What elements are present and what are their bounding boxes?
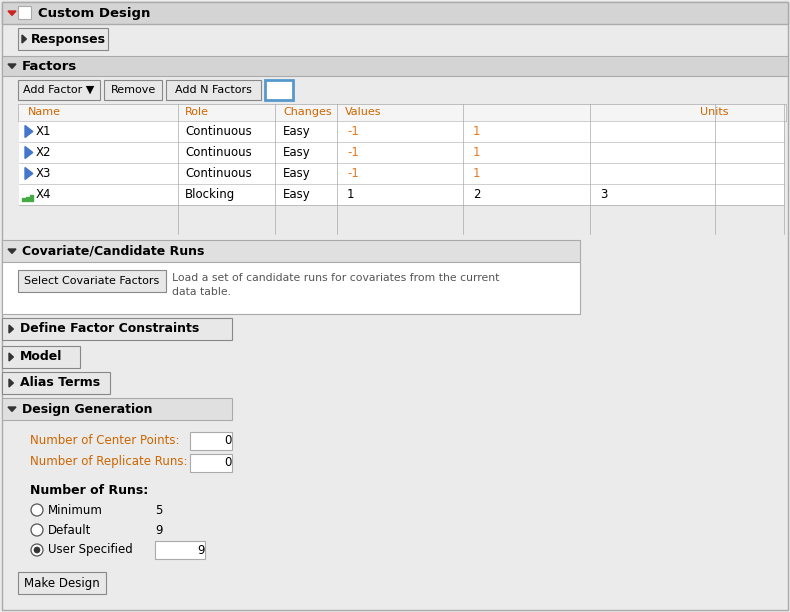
Text: 9: 9 [198, 543, 205, 556]
Polygon shape [8, 64, 16, 69]
Text: Covariate/Candidate Runs: Covariate/Candidate Runs [22, 245, 205, 258]
Text: -1: -1 [347, 146, 359, 159]
Text: Default: Default [48, 523, 92, 537]
Circle shape [31, 544, 43, 556]
Text: X4: X4 [36, 188, 51, 201]
Text: X2: X2 [36, 146, 51, 159]
Bar [2, 2, 788, 24]
Text: Number of Runs:: Number of Runs: [30, 483, 149, 496]
Text: User Specified: User Specified [48, 543, 133, 556]
Bar [18, 270, 166, 292]
Circle shape [31, 504, 43, 516]
Text: 1: 1 [347, 188, 355, 201]
Text: Easy: Easy [283, 125, 310, 138]
Text: Custom Design: Custom Design [38, 7, 150, 20]
Text: Add N Factors: Add N Factors [175, 85, 252, 95]
Text: -1: -1 [347, 125, 359, 138]
Text: Continuous: Continuous [185, 167, 252, 180]
Circle shape [31, 524, 43, 536]
Text: Name: Name [28, 107, 61, 117]
Bar [18, 572, 106, 594]
Bar [2, 56, 788, 76]
Bar [30, 195, 33, 201]
Text: 1: 1 [473, 125, 480, 138]
Bar [26, 196, 29, 201]
Bar [2, 262, 580, 314]
Bar [19, 142, 784, 163]
Bar [190, 432, 232, 450]
Text: Alias Terms: Alias Terms [20, 376, 100, 389]
Text: data table.: data table. [172, 287, 231, 297]
Bar [19, 184, 784, 205]
Text: Number of Center Points:: Number of Center Points: [30, 433, 179, 447]
Bar [2, 318, 232, 340]
Text: Continuous: Continuous [185, 125, 252, 138]
Bar [104, 80, 162, 100]
Text: Changes: Changes [283, 107, 332, 117]
Text: Model: Model [20, 351, 62, 364]
Text: Role: Role [185, 107, 209, 117]
Text: 1: 1 [275, 83, 283, 97]
Bar [2, 372, 110, 394]
Bar [18, 80, 100, 100]
Text: Continuous: Continuous [185, 146, 252, 159]
Text: 0: 0 [224, 457, 232, 469]
Bar [18, 104, 786, 234]
Polygon shape [25, 168, 33, 179]
Bar [2, 398, 232, 420]
Bar [18, 6, 31, 19]
Text: Add Factor ▼: Add Factor ▼ [24, 85, 95, 95]
Text: Values: Values [345, 107, 382, 117]
Text: 2: 2 [473, 188, 480, 201]
Text: Factors: Factors [22, 59, 77, 72]
Text: Select Covariate Factors: Select Covariate Factors [24, 276, 160, 286]
Bar [190, 454, 232, 472]
Text: -1: -1 [347, 167, 359, 180]
Polygon shape [22, 35, 26, 43]
Bar [155, 541, 205, 559]
Polygon shape [9, 379, 13, 387]
Text: 5: 5 [155, 504, 163, 517]
Text: Load a set of candidate runs for covariates from the current: Load a set of candidate runs for covaria… [172, 273, 499, 283]
Text: Responses: Responses [31, 32, 106, 45]
Text: 9: 9 [155, 523, 163, 537]
Text: Design Generation: Design Generation [22, 403, 152, 416]
Bar [18, 28, 108, 50]
Text: Make Design: Make Design [24, 577, 100, 589]
Text: 1: 1 [473, 167, 480, 180]
Text: X1: X1 [36, 125, 51, 138]
Circle shape [34, 547, 40, 553]
Text: Number of Replicate Runs:: Number of Replicate Runs: [30, 455, 187, 469]
Polygon shape [9, 325, 13, 333]
Text: Minimum: Minimum [48, 504, 103, 517]
Bar [265, 80, 293, 100]
Bar [18, 104, 786, 121]
Text: Units: Units [700, 107, 728, 117]
Text: Remove: Remove [111, 85, 156, 95]
Bar [2, 240, 580, 262]
Polygon shape [9, 353, 13, 361]
Bar [19, 163, 784, 184]
Text: 3: 3 [600, 188, 608, 201]
Polygon shape [8, 407, 16, 411]
Text: Easy: Easy [283, 146, 310, 159]
Polygon shape [25, 146, 33, 159]
Bar [22, 198, 25, 201]
Polygon shape [25, 125, 33, 138]
Text: Easy: Easy [283, 167, 310, 180]
Bar [2, 346, 80, 368]
Polygon shape [8, 11, 16, 15]
Text: 0: 0 [224, 435, 232, 447]
Polygon shape [8, 249, 16, 253]
Text: Define Factor Constraints: Define Factor Constraints [20, 323, 199, 335]
Text: Blocking: Blocking [185, 188, 235, 201]
Text: Easy: Easy [283, 188, 310, 201]
Bar [19, 121, 784, 142]
Text: 1: 1 [473, 146, 480, 159]
Text: X3: X3 [36, 167, 51, 180]
Bar [166, 80, 261, 100]
